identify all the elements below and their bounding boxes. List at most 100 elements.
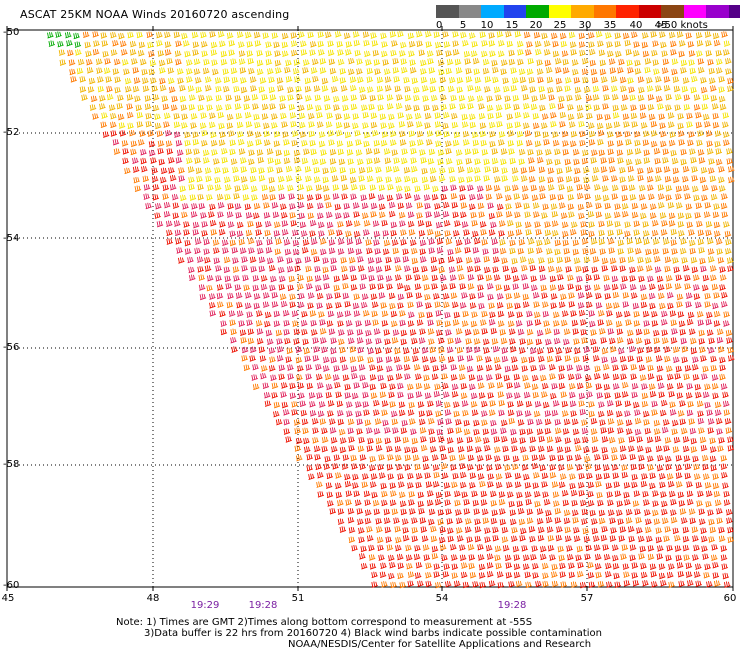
wind-barb [523,31,531,39]
wind-barb [712,103,719,110]
wind-barb [182,203,189,210]
wind-barb [362,473,369,480]
wind-barb [434,383,441,391]
wind-barb [695,563,702,570]
wind-barb [596,491,604,499]
wind-barb [279,95,287,102]
wind-barb [680,337,688,345]
wind-barb [603,274,610,282]
wind-barb [706,409,714,417]
note-line-1: Note: 1) Times are GMT 2)Times along bot… [116,617,533,628]
wind-barb [511,364,519,372]
wind-barb [695,112,702,119]
wind-barb [142,175,150,183]
wind-barb [447,356,455,363]
wind-barb [421,274,429,282]
wind-barb [371,40,379,47]
wind-barb [600,337,608,344]
wind-barb [246,311,254,318]
wind-barb [727,265,734,272]
wind-barb [648,113,656,121]
wind-barb [435,221,443,229]
wind-barb [458,95,466,102]
wind-barb [321,445,329,453]
wind-barb [82,31,90,39]
wind-barb [297,382,305,390]
wind-barb [574,437,581,445]
wind-barb [662,148,670,156]
wind-barb [411,527,419,534]
wind-barb [459,463,466,470]
wind-barb [394,85,402,93]
wind-barb [549,275,557,283]
wind-barb [333,284,341,292]
wind-barb [55,31,62,38]
wind-barb [589,320,596,328]
wind-barb [684,283,691,290]
wind-barb [274,59,282,67]
wind-barb [283,149,291,157]
wind-barb [513,554,521,561]
wind-barb [718,166,725,173]
legend-label: 45 [654,20,668,31]
wind-barb [369,95,377,102]
wind-barb [407,392,415,400]
wind-barb [218,139,226,147]
wind-barb [602,453,609,461]
wind-barb [627,165,635,173]
wind-barb [534,140,542,148]
wind-barb [258,167,265,174]
wind-barb [322,176,330,184]
wind-barb [373,409,380,416]
wind-barb [635,158,642,166]
wind-barb [376,526,383,533]
wind-barb [317,31,325,38]
wind-barb [625,139,632,146]
wind-barb [546,158,553,166]
wind-barb [722,572,730,580]
wind-barb [316,481,323,488]
wind-barb [330,347,337,355]
wind-barb [459,554,467,562]
wind-barb [513,571,521,579]
wind-barb [234,103,242,110]
wind-barb [556,85,563,93]
wind-barb [677,491,685,499]
wind-barb [657,284,665,291]
wind-barb [633,220,641,228]
wind-barb [651,409,658,416]
wind-barb [704,301,712,308]
wind-barb [197,183,205,191]
wind-barb [222,167,229,174]
wind-barb [323,194,331,201]
wind-barb [711,283,719,291]
wind-barb [326,302,333,310]
wind-barb [589,48,596,56]
wind-barb [312,418,319,425]
wind-barb [561,130,569,138]
wind-barb [139,130,146,137]
wind-barb [605,571,612,578]
wind-barb [625,419,633,427]
wind-barb [506,113,514,121]
wind-barb [173,121,181,129]
wind-barb [183,221,190,228]
wind-barb [450,94,458,102]
wind-barb [518,68,526,76]
wind-barb [85,50,92,58]
wind-barb [493,356,501,364]
wind-barb [352,31,360,38]
wind-barb [268,265,276,272]
wind-barb [590,68,598,76]
wind-barb [209,31,216,38]
wind-barb [159,84,167,92]
wind-barb [209,112,216,120]
wind-barb [348,445,355,452]
wind-barb [335,491,343,499]
wind-barb [649,212,657,220]
wind-barb [338,329,345,336]
wind-barb [208,211,215,218]
wind-barb [492,247,500,255]
wind-barb [706,329,714,337]
wind-barb [261,365,268,372]
